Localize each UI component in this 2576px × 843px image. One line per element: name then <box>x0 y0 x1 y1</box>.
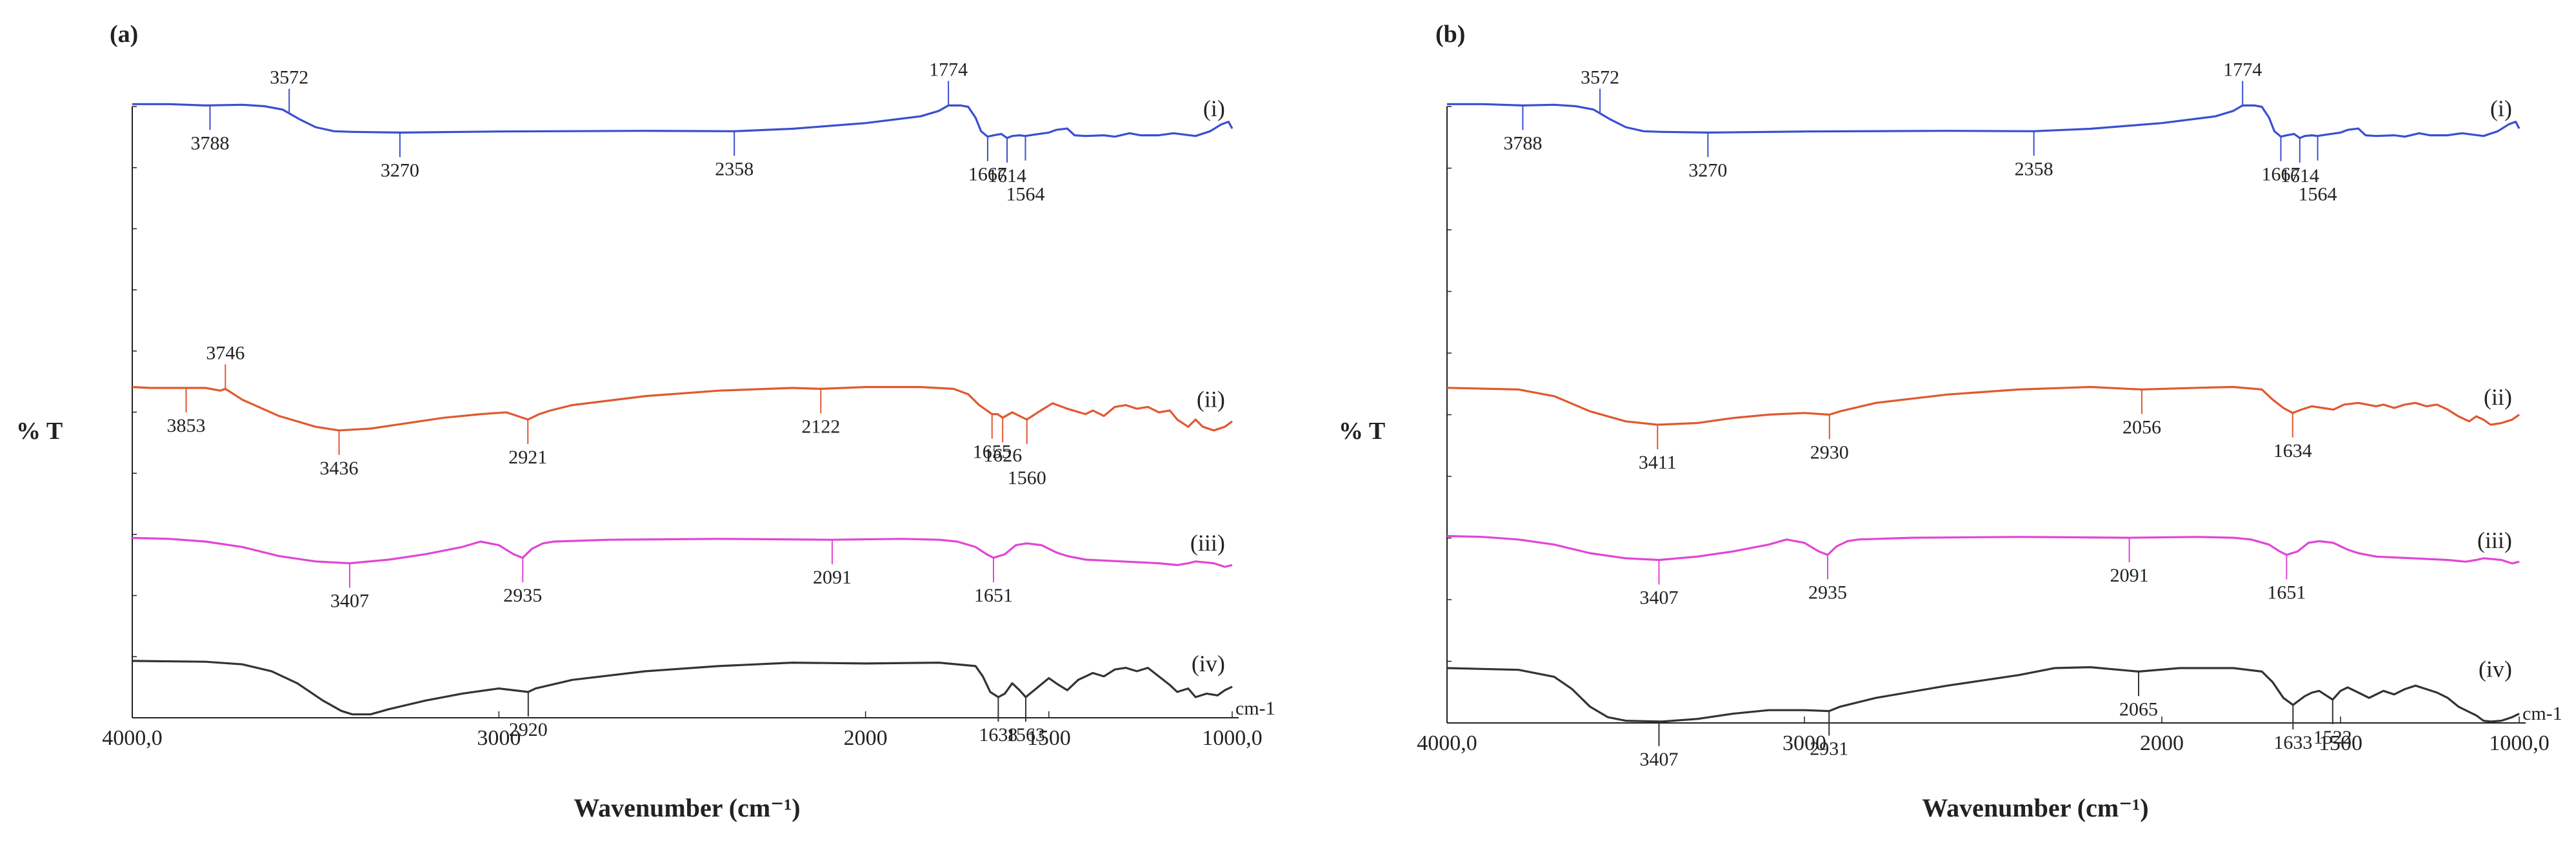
peak-label: 1564 <box>1006 184 1044 205</box>
peak-label: 1633 <box>2273 732 2312 753</box>
series-4: 3407 2931 2065 1633 1522 (iv) <box>1446 656 2520 770</box>
x-tick-label: 3000 <box>1782 731 1826 755</box>
peak-label: 2930 <box>1810 442 1849 463</box>
peak-label: 3270 <box>381 159 419 181</box>
series-line <box>132 103 1233 139</box>
panel-b-xlabel: Wavenumber (cm⁻¹) <box>1922 793 2148 822</box>
series-label: (ii) <box>2484 384 2512 410</box>
series-line <box>1446 666 2520 723</box>
series-label: (iv) <box>2479 656 2512 682</box>
peak-label: 3572 <box>270 67 308 88</box>
peak-label: 1638 <box>979 724 1017 746</box>
peak-label: 2935 <box>1808 582 1847 604</box>
peak-label: 1522 <box>2313 727 2352 748</box>
peak-label: 2358 <box>715 158 754 179</box>
peak-label: 3407 <box>1640 587 1679 609</box>
peak-label: 1634 <box>2273 440 2312 462</box>
panel-a-ylabel: % T <box>16 418 63 445</box>
x-unit-label: cm-1 <box>2522 703 2562 724</box>
series-label: (ii) <box>1197 386 1225 412</box>
peak-label: 3746 <box>206 342 245 363</box>
peak-label: 2921 <box>508 447 547 468</box>
peak-label: 1614 <box>2281 165 2319 187</box>
peak-label: 1774 <box>929 59 968 80</box>
x-tick-label: 4000,0 <box>102 726 163 750</box>
peak-label: 1655 <box>973 442 1012 463</box>
peak-label: 2065 <box>2119 698 2158 720</box>
peak-label: 1564 <box>2299 184 2337 205</box>
x-tick-label: 3000 <box>477 726 521 750</box>
x-unit-label: cm-1 <box>1235 698 1275 719</box>
series-line <box>132 536 1233 568</box>
series-label: (iii) <box>2477 527 2512 553</box>
x-tick-label: 2000 <box>2140 731 2184 755</box>
x-tick-label: 1000,0 <box>2489 731 2550 755</box>
series-line <box>1447 103 2521 139</box>
peak-label: 1614 <box>988 165 1026 187</box>
series-label: (i) <box>1203 96 1225 121</box>
peak-label: 2056 <box>2122 416 2161 438</box>
x-tick-label: 2000 <box>844 726 888 750</box>
series-3: 3407 2935 2091 1651 (iii) <box>1446 527 2520 609</box>
peak-label: 2122 <box>801 416 840 437</box>
series-3: 3407 2935 2091 1651 (iii) <box>132 530 1233 612</box>
peak-label: 3788 <box>1503 132 1542 154</box>
x-tick-label: 1500 <box>1027 726 1071 750</box>
series-label: (i) <box>2490 96 2512 121</box>
x-tick-label: 1000,0 <box>1202 726 1263 750</box>
peak-label: 1667 <box>968 164 1007 185</box>
peak-label: 3572 <box>1581 67 1619 88</box>
panel-a-letter: (a) <box>110 21 138 48</box>
peak-label: 2358 <box>2015 158 2053 179</box>
series-line <box>1446 385 2520 426</box>
peak-label: 3436 <box>320 458 359 479</box>
peak-label: 3270 <box>1688 159 1727 181</box>
peak-label: 3407 <box>330 591 369 612</box>
x-tick-label: 1500 <box>2319 731 2362 755</box>
peak-label: 3853 <box>167 415 206 436</box>
series-label: (iv) <box>1192 651 1225 676</box>
panel-a-xlabel: Wavenumber (cm⁻¹) <box>574 793 800 822</box>
peak-label: 1563 <box>1006 724 1045 746</box>
x-tick-label: 4000,0 <box>1417 731 1477 755</box>
series-line <box>1446 534 2520 565</box>
peak-label: 2931 <box>1810 738 1848 760</box>
peak-label: 2091 <box>2110 565 2149 586</box>
peak-label: 2935 <box>503 585 542 606</box>
peak-label: 2091 <box>813 567 852 588</box>
series-line <box>132 386 1233 432</box>
peak-label: 1560 <box>1008 467 1046 489</box>
panel-b-letter: (b) <box>1435 21 1465 48</box>
peak-label: 3407 <box>1640 749 1679 770</box>
peak-label: 1774 <box>2223 59 2262 80</box>
peak-label: 3411 <box>1639 452 1677 473</box>
chart-panel-a: 4000,0 3000 2000 1500 1000,0 cm-1 3788 3572 3270… <box>102 59 1275 750</box>
peak-label: 1651 <box>974 585 1013 606</box>
peak-label: 2920 <box>509 719 548 740</box>
peak-label: 1667 <box>2261 164 2300 185</box>
chart-panel-b: 4000,0 3000 2000 1500 1000,0 cm-1 3788 3572 3270… <box>1417 59 2562 769</box>
series-line <box>132 660 1233 716</box>
panel-b-ylabel: % T <box>1339 418 1385 445</box>
peak-label: 1626 <box>983 445 1022 466</box>
peak-label: 3788 <box>190 132 229 154</box>
series-2: 3411 2930 2056 1634 (ii) <box>1446 384 2520 473</box>
peak-label: 1651 <box>2267 582 2306 604</box>
series-label: (iii) <box>1190 530 1225 556</box>
